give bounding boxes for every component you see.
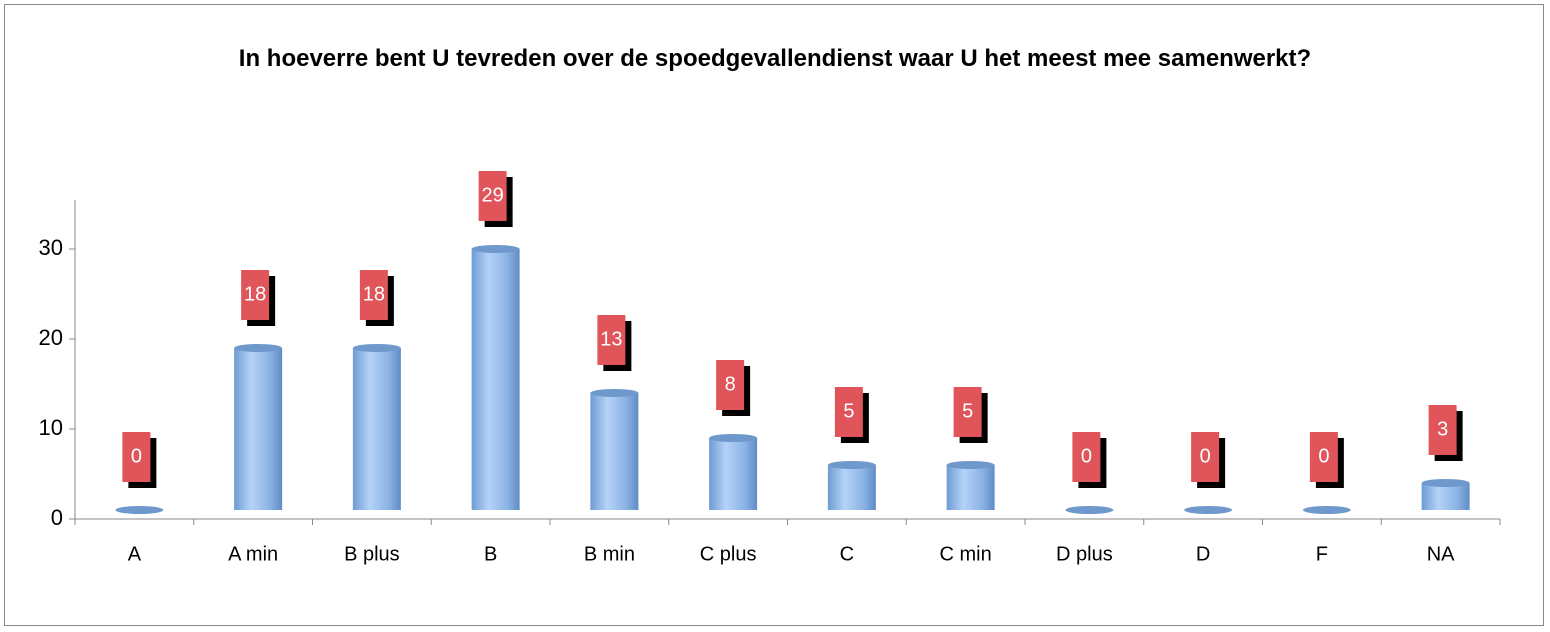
label-box bbox=[834, 387, 863, 437]
bar-top bbox=[234, 344, 283, 352]
y-tick-label: 20 bbox=[39, 325, 63, 350]
bar bbox=[352, 344, 401, 510]
data-label: 8 bbox=[725, 373, 736, 395]
label-box bbox=[478, 171, 507, 221]
bar bbox=[1184, 506, 1233, 514]
bar bbox=[234, 344, 283, 510]
bar-top bbox=[115, 506, 164, 514]
data-label: 18 bbox=[244, 283, 266, 305]
label-box bbox=[1191, 432, 1220, 482]
bar-top bbox=[709, 434, 758, 442]
data-label: 29 bbox=[482, 184, 504, 206]
bar bbox=[1065, 506, 1114, 514]
chart-title: In hoeverre bent U tevreden over de spoe… bbox=[238, 45, 1312, 72]
x-tick-label: D bbox=[1196, 543, 1210, 565]
bar-body bbox=[827, 465, 876, 510]
bar bbox=[1302, 506, 1351, 514]
bar-body bbox=[352, 348, 401, 510]
bar-body bbox=[590, 393, 639, 510]
x-tick-label: D plus bbox=[1056, 543, 1113, 565]
y-tick-label: 0 bbox=[51, 505, 63, 530]
data-label: 5 bbox=[843, 400, 854, 422]
x-tick-label: B plus bbox=[344, 543, 400, 565]
bar-top bbox=[827, 461, 876, 469]
x-tick-label: NA bbox=[1427, 543, 1455, 565]
bar bbox=[471, 245, 520, 510]
bar bbox=[827, 461, 876, 510]
data-label: 18 bbox=[363, 283, 385, 305]
bar-top bbox=[1302, 506, 1351, 514]
bar-body bbox=[234, 348, 283, 510]
data-label: 0 bbox=[131, 445, 142, 467]
x-tick-label: B bbox=[484, 543, 497, 565]
label-box bbox=[1309, 432, 1338, 482]
bar bbox=[1421, 479, 1470, 510]
bar-top bbox=[590, 389, 639, 397]
bar bbox=[709, 434, 758, 510]
bar-top bbox=[352, 344, 401, 352]
bar bbox=[946, 461, 995, 510]
bar bbox=[590, 389, 639, 510]
label-box bbox=[597, 315, 626, 365]
x-tick-label: A bbox=[128, 543, 142, 565]
label-box bbox=[716, 360, 745, 410]
bar-top bbox=[946, 461, 995, 469]
label-box bbox=[1428, 405, 1457, 455]
x-tick-label: F bbox=[1316, 543, 1328, 565]
data-label: 5 bbox=[962, 400, 973, 422]
data-label: 13 bbox=[600, 328, 622, 350]
label-box bbox=[241, 270, 270, 320]
x-tick-label: A min bbox=[228, 543, 278, 565]
y-tick-label: 10 bbox=[39, 415, 63, 440]
label-box bbox=[359, 270, 388, 320]
data-label: 0 bbox=[1318, 445, 1329, 467]
bar-body bbox=[1421, 483, 1470, 510]
bar-top bbox=[471, 245, 520, 253]
x-tick-label: C bbox=[840, 543, 854, 565]
data-label: 0 bbox=[1081, 445, 1092, 467]
y-tick-label: 30 bbox=[39, 235, 63, 260]
x-tick-label: C min bbox=[940, 543, 992, 565]
data-label: 0 bbox=[1200, 445, 1211, 467]
bar-body bbox=[471, 249, 520, 510]
bar-top bbox=[1421, 479, 1470, 487]
x-tick-label: C plus bbox=[700, 543, 757, 565]
bar bbox=[115, 506, 164, 514]
x-tick-label: B min bbox=[584, 543, 635, 565]
bar-body bbox=[709, 438, 758, 510]
bar-top bbox=[1065, 506, 1114, 514]
bar-top bbox=[1184, 506, 1233, 514]
chart-frame bbox=[4, 4, 1544, 626]
data-label: 3 bbox=[1437, 418, 1448, 440]
bar-body bbox=[946, 465, 995, 510]
label-box bbox=[953, 387, 982, 437]
label-box bbox=[1072, 432, 1101, 482]
label-box bbox=[122, 432, 151, 482]
